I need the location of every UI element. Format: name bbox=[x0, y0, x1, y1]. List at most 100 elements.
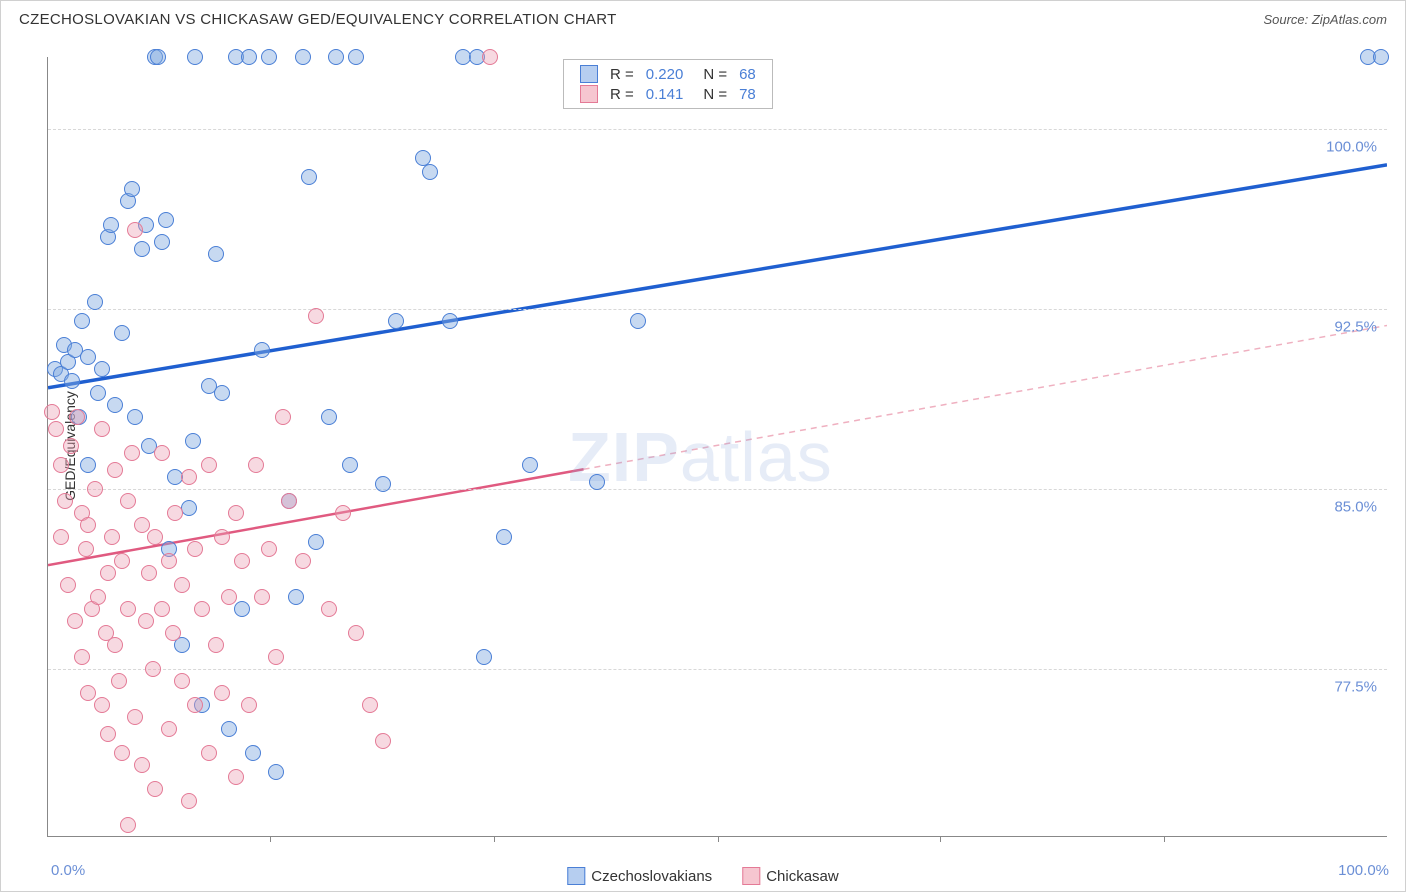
legend-row: R =0.220N =68 bbox=[574, 64, 762, 84]
scatter-point bbox=[630, 313, 646, 329]
n-label: N = bbox=[689, 64, 733, 84]
scatter-point bbox=[145, 661, 161, 677]
scatter-point bbox=[69, 409, 85, 425]
scatter-point bbox=[94, 361, 110, 377]
x-tick bbox=[940, 836, 941, 842]
scatter-point bbox=[261, 49, 277, 65]
scatter-point bbox=[150, 49, 166, 65]
legend-item: Chickasaw bbox=[742, 867, 839, 885]
scatter-point bbox=[476, 649, 492, 665]
chart-title: CZECHOSLOVAKIAN VS CHICKASAW GED/EQUIVAL… bbox=[19, 11, 617, 28]
scatter-point bbox=[154, 601, 170, 617]
scatter-point bbox=[234, 601, 250, 617]
scatter-point bbox=[1373, 49, 1389, 65]
scatter-point bbox=[295, 553, 311, 569]
scatter-point bbox=[221, 721, 237, 737]
scatter-point bbox=[114, 325, 130, 341]
scatter-point bbox=[261, 541, 277, 557]
gridline bbox=[48, 129, 1387, 130]
trend-line bbox=[584, 325, 1387, 469]
x-tick bbox=[718, 836, 719, 842]
legend-row: R =0.141N =78 bbox=[574, 84, 762, 104]
legend-swatch bbox=[742, 867, 760, 885]
scatter-point bbox=[107, 397, 123, 413]
header: CZECHOSLOVAKIAN VS CHICKASAW GED/EQUIVAL… bbox=[1, 1, 1405, 34]
scatter-point bbox=[74, 313, 90, 329]
watermark-zip: ZIP bbox=[568, 418, 680, 496]
scatter-point bbox=[80, 349, 96, 365]
scatter-point bbox=[147, 781, 163, 797]
scatter-point bbox=[67, 613, 83, 629]
scatter-point bbox=[194, 601, 210, 617]
scatter-point bbox=[74, 649, 90, 665]
scatter-point bbox=[348, 49, 364, 65]
scatter-point bbox=[228, 769, 244, 785]
scatter-point bbox=[120, 601, 136, 617]
correlation-legend: R =0.220N =68R =0.141N =78 bbox=[563, 59, 773, 109]
series-legend: Czechoslovakians Chickasaw bbox=[567, 867, 838, 885]
scatter-point bbox=[100, 726, 116, 742]
scatter-point bbox=[161, 721, 177, 737]
scatter-point bbox=[174, 577, 190, 593]
scatter-point bbox=[268, 649, 284, 665]
r-label: R = bbox=[604, 84, 640, 104]
r-label: R = bbox=[604, 64, 640, 84]
x-tick bbox=[270, 836, 271, 842]
scatter-point bbox=[161, 553, 177, 569]
scatter-point bbox=[321, 409, 337, 425]
scatter-point bbox=[78, 541, 94, 557]
scatter-point bbox=[64, 373, 80, 389]
scatter-point bbox=[442, 313, 458, 329]
scatter-point bbox=[335, 505, 351, 521]
scatter-point bbox=[496, 529, 512, 545]
scatter-point bbox=[248, 457, 264, 473]
scatter-point bbox=[234, 553, 250, 569]
scatter-point bbox=[245, 745, 261, 761]
gridline bbox=[48, 309, 1387, 310]
scatter-point bbox=[100, 565, 116, 581]
scatter-point bbox=[254, 589, 270, 605]
x-tick bbox=[494, 836, 495, 842]
scatter-point bbox=[288, 589, 304, 605]
scatter-point bbox=[185, 433, 201, 449]
trend-line bbox=[48, 165, 1387, 388]
scatter-point bbox=[111, 673, 127, 689]
scatter-point bbox=[158, 212, 174, 228]
scatter-point bbox=[181, 793, 197, 809]
scatter-point bbox=[328, 49, 344, 65]
scatter-point bbox=[120, 817, 136, 833]
scatter-point bbox=[301, 169, 317, 185]
scatter-point bbox=[295, 49, 311, 65]
scatter-point bbox=[124, 181, 140, 197]
scatter-point bbox=[90, 589, 106, 605]
scatter-point bbox=[44, 404, 60, 420]
y-tick-label: 77.5% bbox=[1334, 679, 1377, 696]
scatter-point bbox=[103, 217, 119, 233]
y-tick-label: 92.5% bbox=[1334, 319, 1377, 336]
scatter-point bbox=[154, 234, 170, 250]
scatter-point bbox=[60, 577, 76, 593]
scatter-point bbox=[90, 385, 106, 401]
scatter-point bbox=[268, 764, 284, 780]
n-value: 78 bbox=[733, 84, 762, 104]
scatter-point bbox=[104, 529, 120, 545]
scatter-point bbox=[214, 685, 230, 701]
scatter-point bbox=[181, 469, 197, 485]
scatter-point bbox=[48, 421, 64, 437]
x-axis-min-label: 0.0% bbox=[51, 862, 85, 879]
scatter-point bbox=[187, 697, 203, 713]
plot-area: ZIPatlas 77.5%85.0%92.5%100.0% bbox=[47, 57, 1387, 837]
y-tick-label: 100.0% bbox=[1326, 139, 1377, 156]
scatter-point bbox=[375, 476, 391, 492]
scatter-point bbox=[275, 409, 291, 425]
source-attribution: Source: ZipAtlas.com bbox=[1263, 12, 1387, 27]
scatter-point bbox=[80, 685, 96, 701]
legend-label: Czechoslovakians bbox=[591, 868, 712, 885]
scatter-point bbox=[208, 246, 224, 262]
scatter-point bbox=[589, 474, 605, 490]
scatter-point bbox=[362, 697, 378, 713]
watermark: ZIPatlas bbox=[568, 417, 833, 497]
scatter-point bbox=[241, 49, 257, 65]
gridline bbox=[48, 489, 1387, 490]
scatter-point bbox=[127, 709, 143, 725]
